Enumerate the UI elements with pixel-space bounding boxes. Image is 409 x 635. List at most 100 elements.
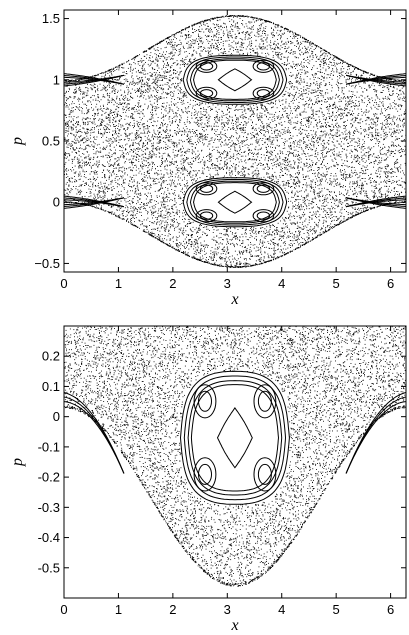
data-point bbox=[87, 111, 88, 113]
data-point bbox=[146, 188, 148, 190]
data-point bbox=[156, 101, 158, 103]
data-point bbox=[177, 176, 179, 178]
data-point bbox=[78, 141, 80, 143]
data-point bbox=[372, 135, 374, 136]
data-point bbox=[161, 203, 163, 205]
data-point bbox=[86, 131, 88, 133]
data-point bbox=[172, 55, 173, 57]
data-point bbox=[109, 111, 111, 113]
data-point bbox=[384, 98, 386, 99]
data-point bbox=[79, 86, 80, 88]
data-point bbox=[364, 136, 365, 138]
data-point bbox=[327, 106, 329, 107]
data-point bbox=[212, 227, 214, 228]
data-point bbox=[192, 32, 193, 33]
data-point bbox=[239, 263, 241, 265]
data-point bbox=[296, 172, 298, 174]
data-point bbox=[361, 157, 363, 158]
data-point bbox=[323, 146, 325, 148]
data-point bbox=[115, 120, 117, 122]
data-point bbox=[284, 127, 286, 129]
data-point bbox=[187, 173, 189, 175]
data-point bbox=[147, 232, 149, 233]
data-point bbox=[274, 237, 276, 238]
data-point bbox=[294, 201, 296, 202]
data-point bbox=[145, 198, 147, 200]
data-point bbox=[299, 45, 300, 47]
data-point bbox=[330, 126, 332, 128]
data-point bbox=[344, 171, 346, 173]
data-point bbox=[235, 115, 236, 117]
data-point bbox=[140, 165, 141, 167]
data-point bbox=[89, 191, 91, 192]
data-point bbox=[292, 222, 294, 224]
data-point bbox=[350, 91, 352, 92]
data-point bbox=[199, 123, 201, 125]
data-point bbox=[127, 152, 129, 153]
data-point bbox=[158, 98, 160, 100]
data-point bbox=[160, 184, 162, 186]
data-point bbox=[94, 84, 96, 85]
data-point bbox=[119, 208, 121, 209]
data-point bbox=[215, 169, 217, 171]
data-point bbox=[388, 114, 390, 115]
data-point bbox=[223, 30, 224, 32]
data-point bbox=[329, 191, 331, 193]
data-point bbox=[195, 247, 197, 249]
data-point bbox=[308, 149, 309, 150]
data-point bbox=[337, 131, 338, 133]
data-point bbox=[299, 227, 301, 229]
data-point bbox=[220, 25, 222, 27]
data-point bbox=[345, 73, 347, 74]
data-point bbox=[239, 236, 241, 238]
data-point bbox=[391, 145, 392, 147]
data-point bbox=[217, 248, 219, 250]
data-point bbox=[318, 184, 320, 186]
data-point bbox=[377, 97, 379, 99]
data-point bbox=[290, 178, 292, 180]
data-point bbox=[204, 135, 206, 137]
data-point bbox=[341, 165, 342, 166]
data-point bbox=[339, 126, 341, 128]
data-point bbox=[68, 126, 70, 128]
data-point bbox=[311, 114, 313, 115]
data-point bbox=[107, 95, 109, 97]
data-point bbox=[343, 116, 344, 118]
data-point bbox=[114, 162, 116, 164]
data-point bbox=[224, 249, 226, 251]
data-point bbox=[131, 139, 133, 141]
data-point bbox=[295, 185, 297, 187]
data-point bbox=[282, 133, 284, 135]
data-point bbox=[347, 198, 349, 200]
data-point bbox=[273, 137, 275, 139]
data-point bbox=[350, 74, 352, 75]
data-point bbox=[275, 163, 277, 165]
data-point bbox=[354, 141, 356, 143]
data-point bbox=[370, 161, 372, 163]
data-point bbox=[278, 248, 279, 250]
data-point bbox=[99, 196, 101, 198]
data-point bbox=[68, 185, 70, 187]
data-point bbox=[179, 183, 181, 185]
data-point bbox=[229, 116, 231, 118]
data-point bbox=[281, 124, 283, 126]
data-point bbox=[335, 183, 337, 185]
data-point bbox=[251, 125, 252, 126]
data-point bbox=[209, 140, 211, 142]
data-point bbox=[167, 62, 168, 63]
data-point bbox=[367, 116, 369, 118]
data-point bbox=[72, 118, 74, 120]
data-point bbox=[187, 245, 188, 247]
data-point bbox=[260, 247, 261, 248]
data-point bbox=[242, 253, 244, 255]
data-point bbox=[404, 200, 405, 202]
data-point bbox=[313, 189, 314, 191]
data-point bbox=[85, 164, 87, 166]
data-point bbox=[83, 137, 85, 139]
data-point bbox=[151, 110, 153, 111]
data-point bbox=[199, 224, 201, 226]
data-point bbox=[264, 141, 266, 143]
data-point bbox=[322, 90, 323, 92]
data-point bbox=[242, 140, 243, 142]
data-point bbox=[301, 236, 302, 238]
